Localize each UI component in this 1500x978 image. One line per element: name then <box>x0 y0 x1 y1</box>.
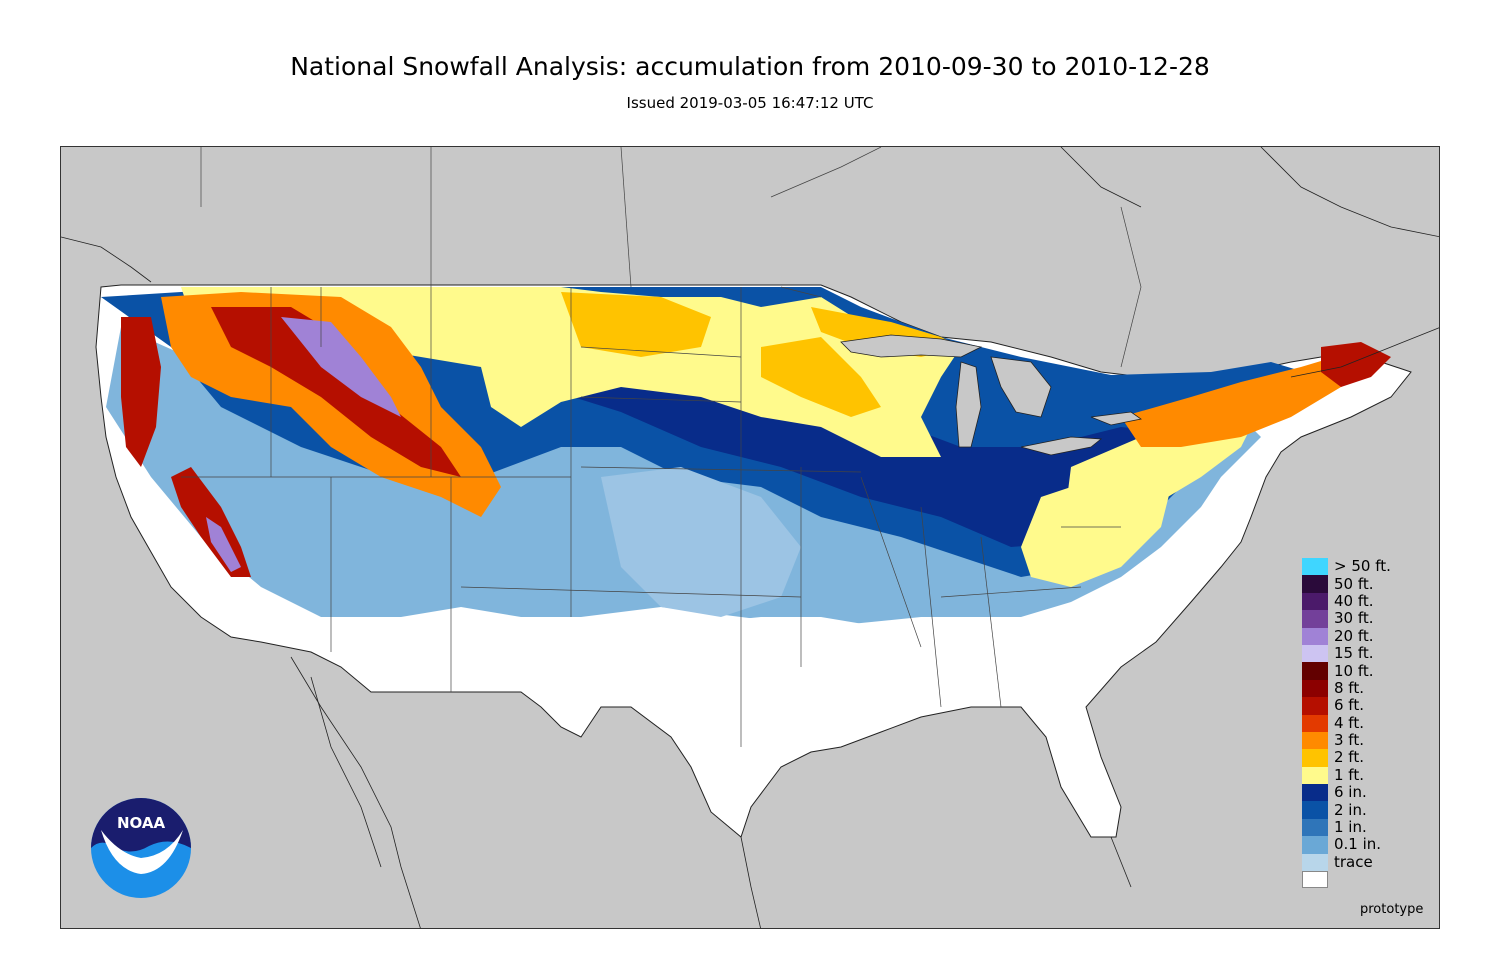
legend-row: 15 ft. <box>1302 644 1391 663</box>
snowfall-map <box>60 146 1440 929</box>
noaa-logo-text: NOAA <box>117 814 166 832</box>
legend-swatch <box>1302 679 1328 698</box>
legend-label: 0.1 in. <box>1334 835 1382 854</box>
legend-swatch <box>1302 818 1328 837</box>
prototype-label: prototype <box>1360 902 1424 917</box>
legend-label: 20 ft. <box>1334 626 1374 645</box>
legend-row: 20 ft. <box>1302 626 1391 645</box>
legend-row: 2 ft. <box>1302 748 1391 767</box>
legend-swatch <box>1302 697 1328 715</box>
lake-michigan <box>955 361 982 448</box>
cascades-red <box>121 317 161 467</box>
legend-row: 6 in. <box>1302 783 1391 802</box>
legend-row: 8 ft. <box>1302 678 1391 698</box>
legend-row: 30 ft. <box>1302 609 1391 628</box>
plains-light-zone <box>601 467 801 617</box>
legend-swatch <box>1302 731 1328 750</box>
legend-row: > 50 ft. <box>1302 557 1391 576</box>
legend-swatch <box>1302 575 1328 593</box>
lake-huron <box>990 356 1052 418</box>
legend-label: 6 in. <box>1334 783 1367 802</box>
legend-label: 10 ft. <box>1334 661 1374 680</box>
legend-swatch <box>1302 610 1328 628</box>
legend-row: 1 in. <box>1302 818 1391 837</box>
legend-label: 40 ft. <box>1334 591 1374 610</box>
legend-label: 2 ft. <box>1334 748 1364 767</box>
legend-swatch <box>1302 558 1328 576</box>
snow-2ft-lakes <box>761 337 881 417</box>
noaa-logo-icon: NOAA <box>89 796 193 900</box>
legend-swatch <box>1302 644 1328 663</box>
legend-swatch <box>1302 871 1328 889</box>
state-boundaries <box>181 147 1142 747</box>
coastlines <box>61 147 1439 928</box>
legend-row: 3 ft. <box>1302 731 1391 750</box>
northeast-orange <box>1121 352 1381 447</box>
legend-label: 30 ft. <box>1334 609 1374 628</box>
legend-swatch <box>1302 801 1328 819</box>
west-mountains-purple <box>281 317 401 417</box>
legend-swatch <box>1302 766 1328 785</box>
sierra-purple <box>206 517 241 572</box>
legend-row <box>1302 871 1391 889</box>
legend-swatch <box>1302 662 1328 680</box>
legend-swatch <box>1302 853 1328 872</box>
legend-row: 40 ft. <box>1302 591 1391 611</box>
legend-row: 4 ft. <box>1302 713 1391 732</box>
legend-row: trace <box>1302 852 1391 872</box>
map-canvas <box>61 147 1439 928</box>
legend-label: 6 ft. <box>1334 696 1364 715</box>
lake-ontario <box>1090 411 1142 426</box>
legend-swatch <box>1302 749 1328 767</box>
legend-label: > 50 ft. <box>1334 557 1391 576</box>
legend-swatch <box>1302 836 1328 854</box>
legend-row: 2 in. <box>1302 800 1391 819</box>
lake-erie <box>1020 436 1103 456</box>
legend-row: 1 ft. <box>1302 765 1391 785</box>
legend-label: 15 ft. <box>1334 644 1374 663</box>
maine-red <box>1321 342 1391 387</box>
legend-label: 50 ft. <box>1334 574 1374 593</box>
west-mountains-red <box>211 307 461 477</box>
legend-swatch <box>1302 627 1328 645</box>
legend-label: 1 ft. <box>1334 765 1364 784</box>
legend-row: 0.1 in. <box>1302 835 1391 854</box>
legend: > 50 ft. 50 ft. 40 ft. 30 ft. 20 ft. 15 ft. 10… <box>1302 557 1391 889</box>
legend-swatch <box>1302 592 1328 611</box>
legend-label: 2 in. <box>1334 800 1367 819</box>
legend-label: trace <box>1334 852 1373 871</box>
legend-label: 3 ft. <box>1334 731 1364 750</box>
legend-row: 50 ft. <box>1302 574 1391 593</box>
legend-label: 4 ft. <box>1334 713 1364 732</box>
plains-white-zone <box>661 617 941 747</box>
legend-label: 1 in. <box>1334 818 1367 837</box>
lake-superior <box>840 334 983 358</box>
legend-swatch <box>1302 784 1328 802</box>
map-title: National Snowfall Analysis: accumulation… <box>290 52 1210 81</box>
legend-row: 10 ft. <box>1302 661 1391 680</box>
issued-timestamp: Issued 2019-03-05 16:47:12 UTC <box>626 94 874 112</box>
legend-label: 8 ft. <box>1334 678 1364 697</box>
legend-swatch <box>1302 714 1328 732</box>
legend-row: 6 ft. <box>1302 696 1391 715</box>
snow-2ft-north <box>561 292 711 357</box>
